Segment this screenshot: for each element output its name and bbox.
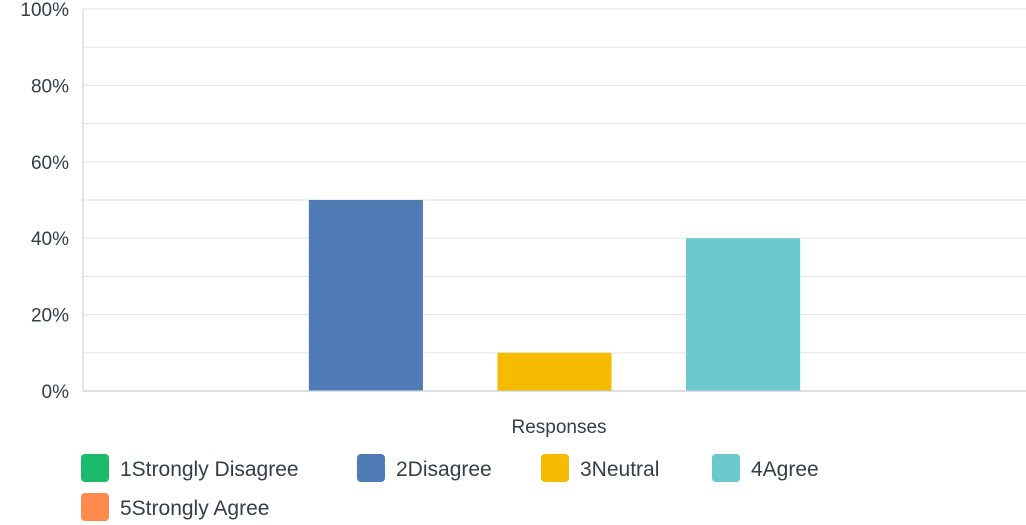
legend-swatch [541, 454, 569, 482]
y-tick-label: 20% [31, 306, 69, 327]
y-tick-label: 80% [31, 76, 69, 97]
bar-3 [497, 352, 612, 391]
legend-label: 2Disagree [396, 458, 492, 481]
legend-item-1: 1Strongly Disagree [81, 454, 299, 482]
y-axis-tick-labels: 0% 20% 40% 60% 80% 100% [20, 0, 69, 403]
legend-swatch [357, 454, 385, 482]
y-tick-label: 40% [31, 229, 69, 250]
y-tick-label: 0% [42, 382, 70, 403]
legend-item-2: 2Disagree [357, 454, 492, 482]
legend-label: 1Strongly Disagree [120, 458, 299, 481]
legend-swatch [81, 454, 109, 482]
y-tick-label: 100% [20, 0, 69, 21]
legend: 1Strongly Disagree 2Disagree 3Neutral 4Agre… [81, 454, 819, 521]
y-tick-label: 60% [31, 153, 69, 174]
legend-label: 4Agree [751, 458, 819, 481]
bar-4 [686, 238, 801, 391]
legend-swatch [81, 493, 109, 521]
gridlines [83, 8, 1026, 354]
bars [308, 200, 801, 391]
bar-2 [308, 200, 423, 391]
legend-item-4: 4Agree [712, 454, 819, 482]
legend-item-3: 3Neutral [541, 454, 659, 482]
x-axis-title: Responses [511, 417, 606, 438]
legend-label: 3Neutral [580, 458, 659, 481]
legend-item-5: 5Strongly Agree [81, 493, 269, 521]
legend-swatch [712, 454, 740, 482]
legend-label: 5Strongly Agree [120, 497, 269, 520]
